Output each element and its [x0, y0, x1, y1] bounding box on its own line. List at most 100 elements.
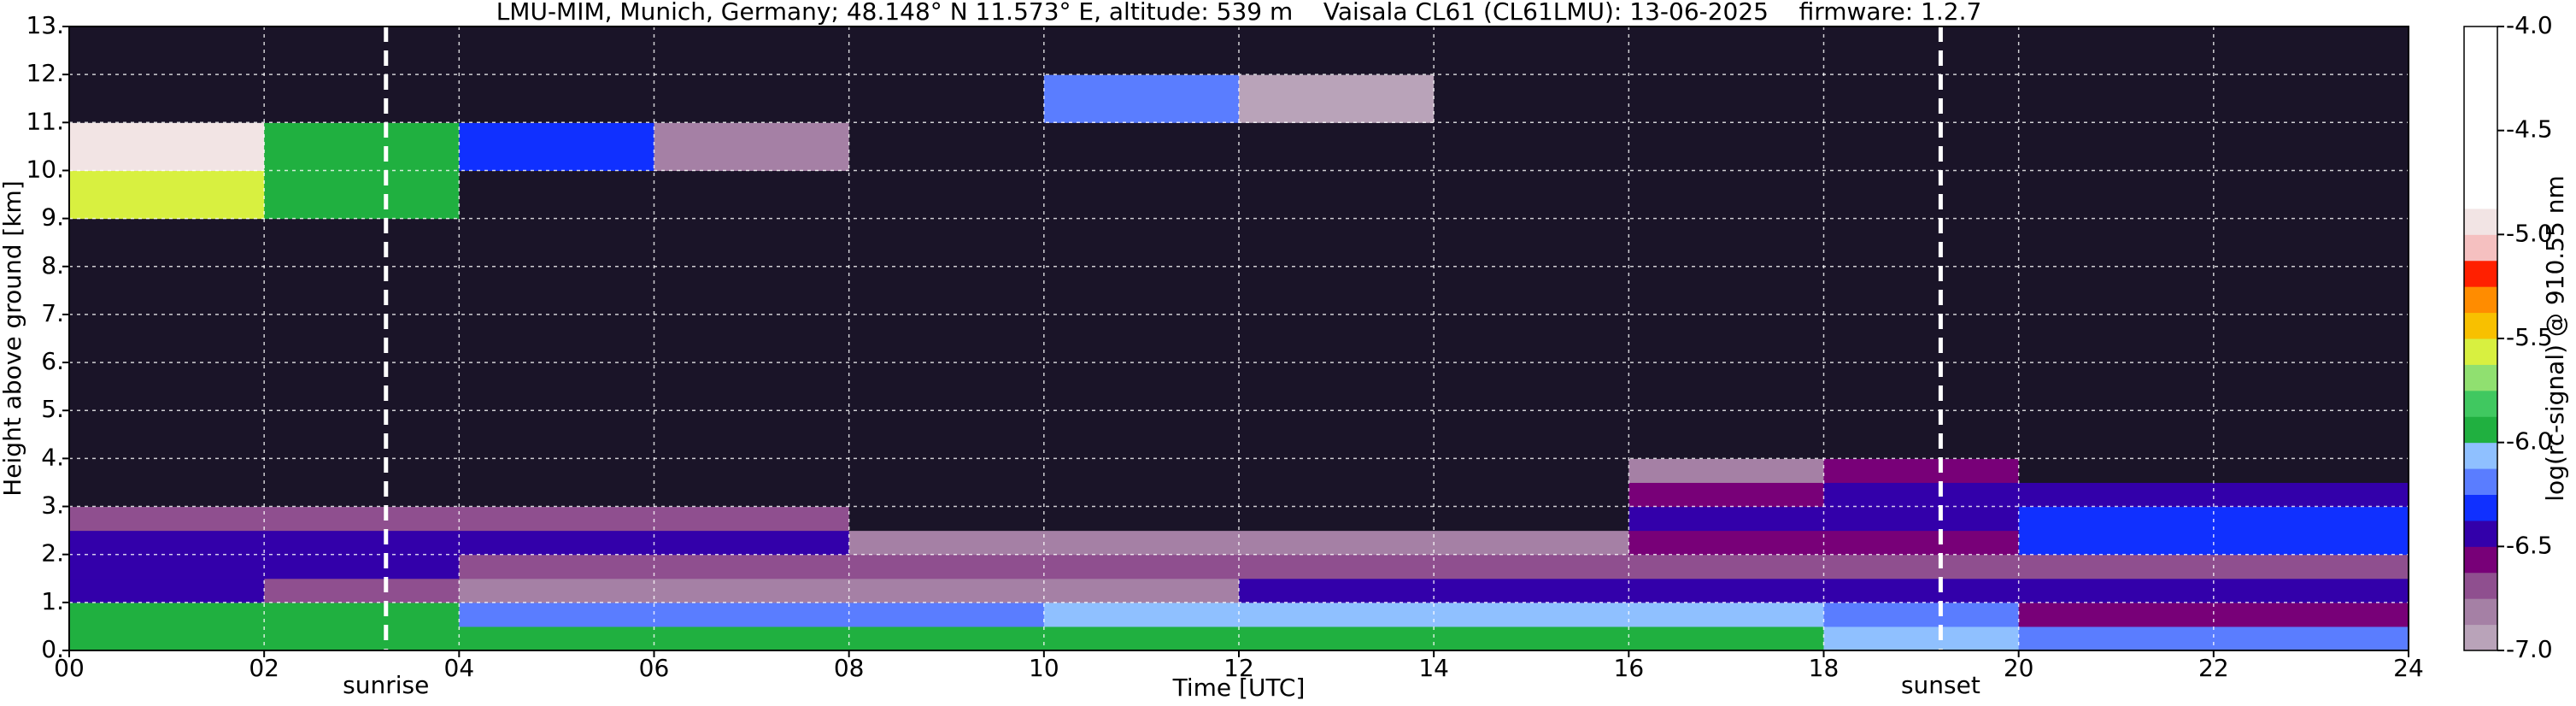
heatmap-cell — [2018, 602, 2215, 627]
y-tick-label: 7. — [41, 299, 64, 327]
heatmap-cell — [459, 626, 654, 651]
heatmap-cell — [848, 554, 1045, 580]
heatmap-cell — [1434, 218, 1629, 363]
event-label: sunset — [1901, 671, 1980, 699]
heatmap-cell — [1043, 602, 1240, 627]
heatmap-cell — [69, 74, 265, 123]
heatmap-cell — [1043, 578, 1240, 603]
colorbar-swatch — [2464, 546, 2497, 574]
heatmap-cell — [459, 122, 654, 171]
colorbar-swatch — [2464, 572, 2497, 599]
heatmap-cell — [1628, 26, 1824, 75]
heatmap-cell — [69, 554, 265, 580]
heatmap-cell — [1628, 530, 1824, 556]
heatmap-cell — [1043, 554, 1240, 580]
heatmap-cell — [1434, 578, 1629, 603]
heatmap-cell — [1434, 482, 1629, 508]
heatmap-cell — [848, 170, 1045, 220]
heatmap-cell — [2018, 26, 2215, 75]
heatmap-cell — [2018, 218, 2215, 363]
heatmap-cell — [264, 482, 460, 508]
heatmap-cell — [848, 626, 1045, 651]
heatmap-cell — [1043, 26, 1240, 75]
heatmap-cell — [1434, 170, 1629, 220]
heatmap-cell — [1823, 602, 2020, 627]
heatmap-cell — [1043, 362, 1240, 459]
heatmap-cell — [2018, 458, 2215, 483]
colorbar-tick-label: -7.0 — [2506, 635, 2553, 663]
colorbar-swatch — [2464, 624, 2497, 651]
colorbar-tick-label: -4.0 — [2506, 11, 2553, 39]
plot-frame — [68, 26, 2409, 651]
heatmap-cell — [1239, 362, 1435, 459]
colorbar-swatch — [2464, 156, 2497, 183]
heatmap-cell — [459, 482, 654, 508]
colorbar-swatch — [2464, 234, 2497, 262]
x-tick-label: 04 — [444, 654, 475, 682]
chart-title: LMU-MIM, Munich, Germany; 48.148° N 11.5… — [496, 0, 1982, 26]
heatmap-cell — [654, 362, 850, 459]
heatmap-cell — [459, 554, 654, 580]
heatmap-cell — [264, 26, 460, 75]
heatmap-cell — [1823, 362, 2020, 459]
heatmap-cell — [459, 170, 654, 220]
x-tick-label: 00 — [54, 654, 85, 682]
x-tick-label: 12 — [1223, 654, 1254, 682]
colorbar-swatch — [2464, 338, 2497, 365]
heatmap-cell — [848, 482, 1045, 508]
heatmap-cell — [654, 218, 850, 363]
heatmap-cell — [2018, 482, 2215, 508]
heatmap-cell — [1043, 218, 1240, 363]
heatmap-cell — [69, 578, 265, 603]
x-tick-label: 06 — [639, 654, 670, 682]
heatmap-cell — [1239, 218, 1435, 363]
colorbar-tick-label: -5.0 — [2506, 219, 2553, 247]
x-tick-label: 20 — [2004, 654, 2034, 682]
heatmap-cell — [2213, 578, 2409, 603]
heatmap-cell — [1823, 170, 2020, 220]
heatmap-cell — [848, 458, 1045, 483]
heatmap-cell — [1628, 170, 1824, 220]
heatmap-cell — [654, 506, 850, 532]
y-tick-label: 8. — [41, 251, 64, 279]
heatmap-cell — [848, 578, 1045, 603]
heatmap-cell — [1434, 458, 1629, 483]
heatmap-cell — [264, 626, 460, 651]
heatmap-cell — [459, 458, 654, 483]
heatmap-cell — [2213, 362, 2409, 459]
heatmap-cell — [264, 458, 460, 483]
colorbar-swatch — [2464, 260, 2497, 287]
heatmap-cell — [1239, 74, 1435, 123]
heatmap-cell — [654, 74, 850, 123]
x-tick-label: 16 — [1614, 654, 1645, 682]
colorbar-swatch — [2464, 130, 2497, 157]
heatmap-cell — [2018, 170, 2215, 220]
heatmap-cell — [1434, 26, 1629, 75]
heatmap-cell — [1823, 578, 2020, 603]
heatmap-cell — [654, 578, 850, 603]
heatmap-cell — [2213, 554, 2409, 580]
colorbar-swatch — [2464, 442, 2497, 469]
heatmap-cell — [459, 74, 654, 123]
colorbar-tick-label: -4.5 — [2506, 115, 2553, 144]
x-tick-label: 08 — [834, 654, 865, 682]
heatmap-cell — [459, 26, 654, 75]
heatmap-cell — [264, 122, 460, 171]
colorbar-swatch — [2464, 312, 2497, 339]
heatmap-cell — [848, 530, 1045, 556]
heatmap-cell — [459, 218, 654, 363]
heatmap-cell — [1434, 122, 1629, 171]
x-tick-label: 22 — [2198, 654, 2229, 682]
heatmap-cell — [2018, 626, 2215, 651]
colorbar-swatch — [2464, 364, 2497, 391]
x-tick-label: 18 — [1809, 654, 1840, 682]
y-tick-label: 9. — [41, 203, 64, 232]
heatmap-cell — [264, 170, 460, 220]
y-tick-label: 6. — [41, 347, 64, 375]
heatmap-cell — [1823, 74, 2020, 123]
heatmap-cell — [848, 602, 1045, 627]
y-axis-label: Height above ground [km] — [0, 180, 26, 497]
heatmap-cell — [69, 602, 265, 627]
heatmap-cell — [2213, 602, 2409, 627]
heatmap-cell — [264, 74, 460, 123]
